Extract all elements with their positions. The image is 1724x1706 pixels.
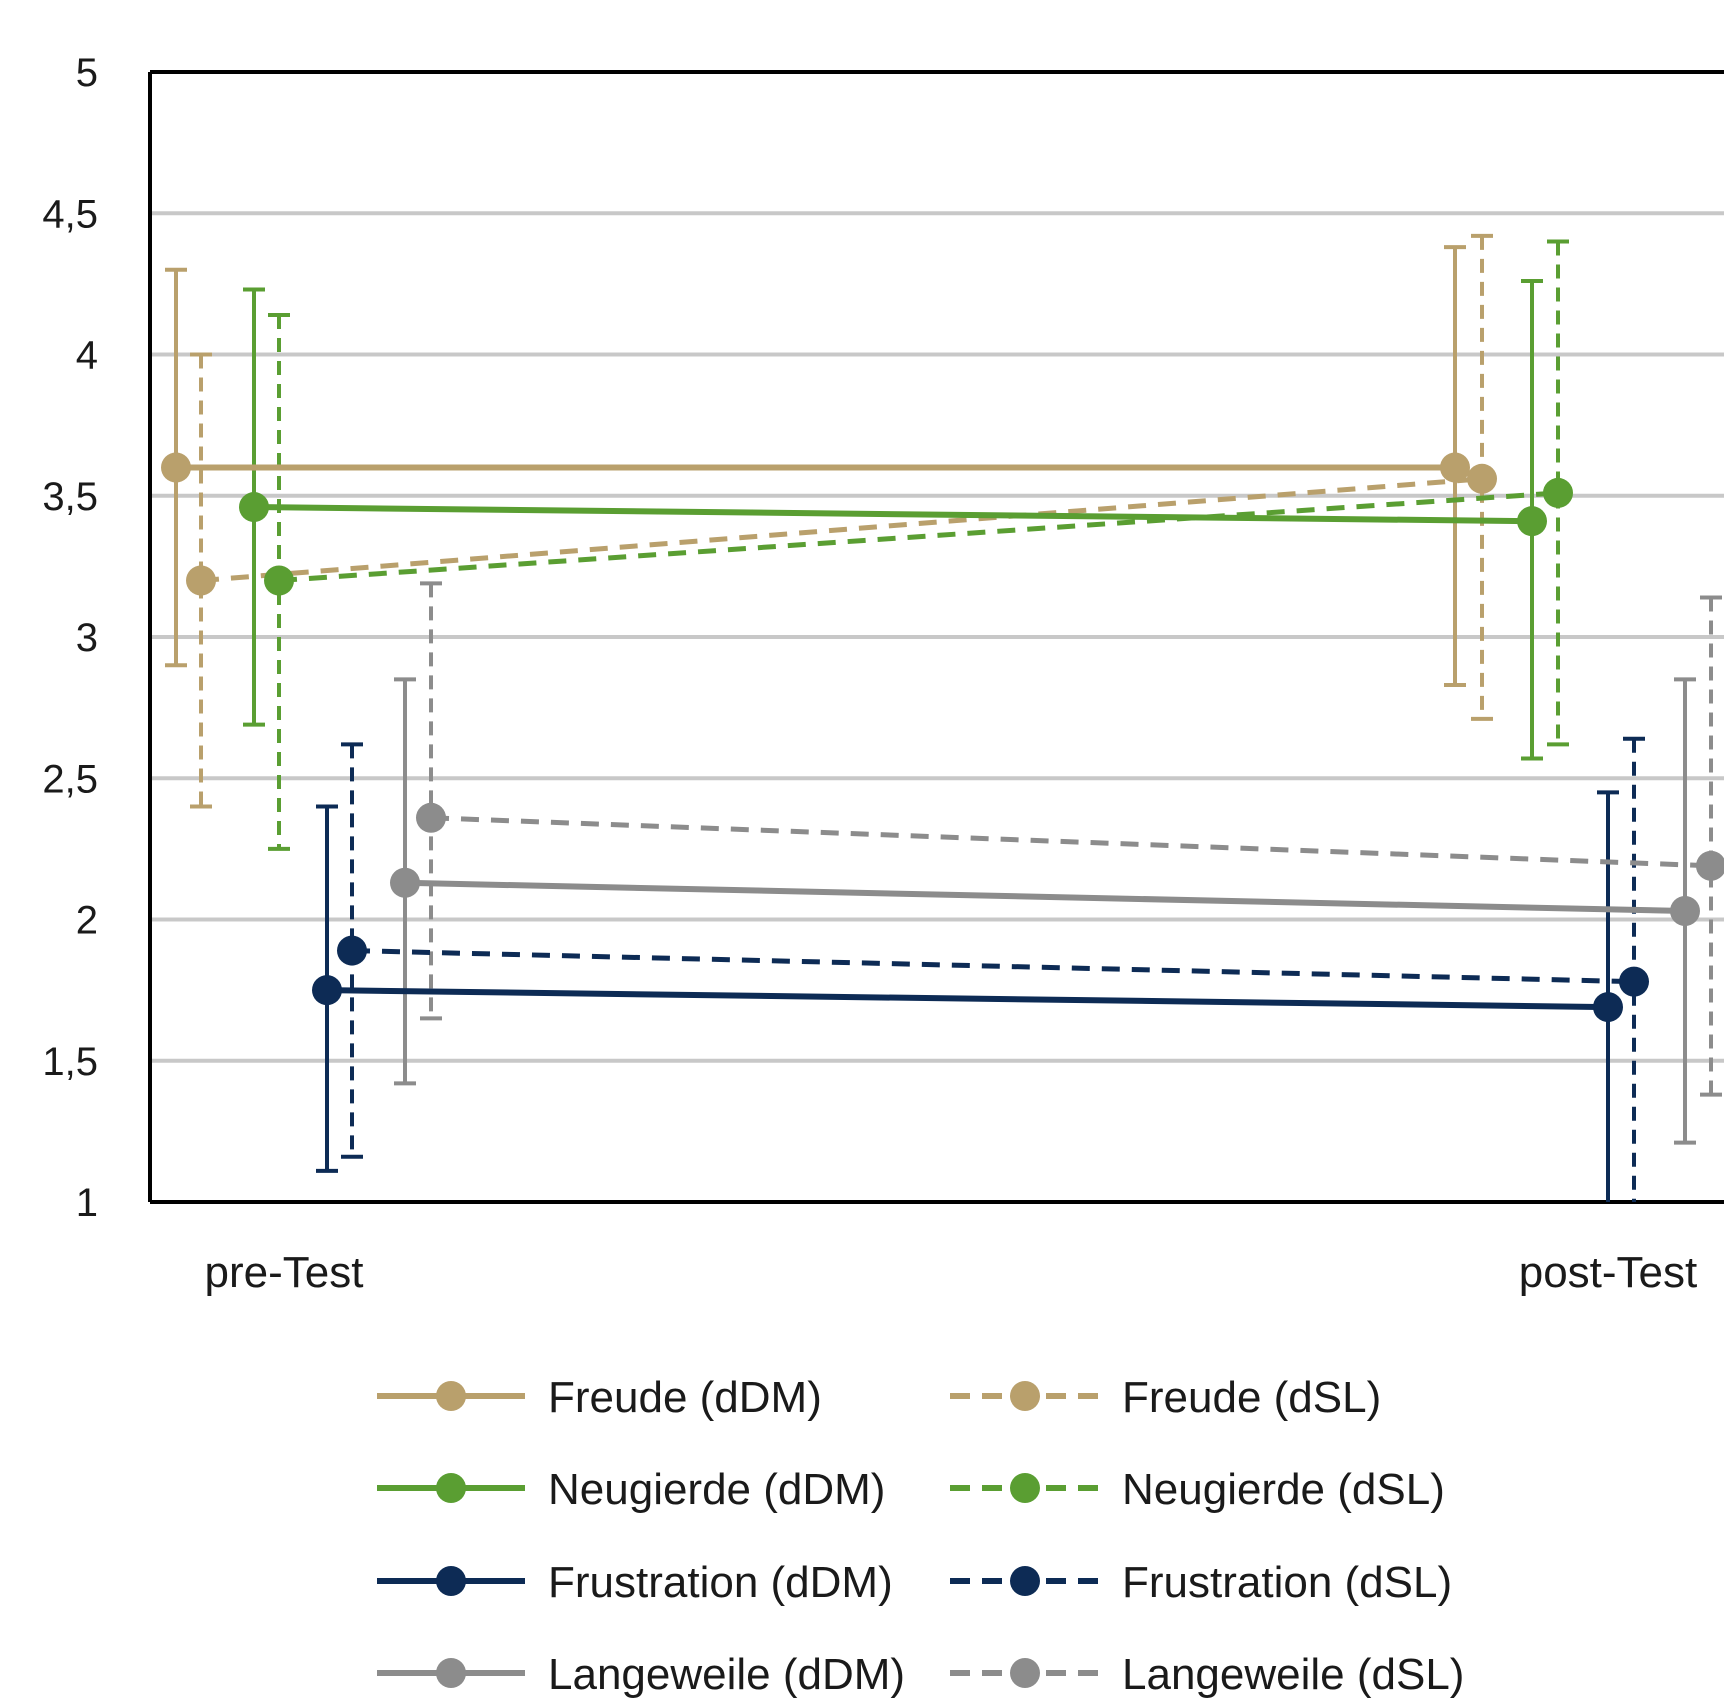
data-point	[390, 867, 420, 898]
gridlines	[150, 211, 1724, 1063]
data-point	[1543, 477, 1573, 508]
legend-label: Neugierde (dSL)	[1122, 1465, 1445, 1514]
y-tick-label: 3,5	[42, 475, 98, 519]
legend-marker	[436, 1658, 466, 1688]
x-category-label: post-Test	[1519, 1248, 1698, 1297]
legend: Freude (dDM) Freude (dSL) Neugierde (dDM) N…	[377, 1373, 1464, 1699]
data-point	[1670, 896, 1700, 927]
series-line	[326, 987, 1609, 1011]
data-point	[264, 565, 294, 596]
data-point	[1440, 452, 1470, 483]
x-category-label: pre-Test	[205, 1248, 364, 1297]
series-line	[404, 879, 1686, 915]
y-tick-label: 2	[76, 899, 98, 943]
legend-marker	[436, 1381, 466, 1411]
legend-marker	[1010, 1381, 1040, 1411]
series-line	[200, 476, 1483, 583]
data-point	[1696, 850, 1724, 881]
series-lines	[176, 464, 1712, 1011]
legend-marker	[1010, 1473, 1040, 1503]
legend-label: Frustration (dDM)	[548, 1558, 893, 1607]
data-point	[186, 565, 216, 596]
axes: 1 1,5 2 2,5 3 3,5 4 4,5 5 pre-Test post-Test	[42, 51, 1724, 1297]
data-point	[161, 452, 191, 483]
data-point	[1517, 506, 1547, 537]
legend-label: Langeweile (dSL)	[1122, 1650, 1464, 1699]
data-point	[337, 935, 367, 966]
y-tick-label: 4,5	[42, 192, 98, 236]
data-point	[1467, 463, 1497, 494]
data-point	[312, 975, 342, 1006]
legend-label: Neugierde (dDM)	[548, 1465, 885, 1514]
data-point	[239, 492, 269, 523]
y-tick-label: 4	[76, 334, 98, 378]
series-line	[430, 815, 1712, 869]
y-tick-label: 1,5	[42, 1040, 98, 1084]
series-points	[161, 452, 1724, 1023]
y-tick-label: 1	[76, 1181, 98, 1225]
legend-label: Freude (dDM)	[548, 1373, 822, 1422]
legend-label: Langeweile (dDM)	[548, 1650, 905, 1699]
y-tick-label: 5	[76, 51, 98, 95]
series-line	[253, 504, 1533, 525]
data-point	[1619, 966, 1649, 997]
series-line	[351, 948, 1635, 985]
data-point	[1593, 992, 1623, 1023]
legend-marker	[436, 1566, 466, 1596]
y-tick-label: 3	[76, 616, 98, 660]
y-tick-label: 2,5	[42, 757, 98, 801]
legend-marker	[1010, 1566, 1040, 1596]
legend-marker	[1010, 1658, 1040, 1688]
series-line	[278, 490, 1559, 583]
legend-label: Frustration (dSL)	[1122, 1558, 1452, 1607]
legend-marker	[436, 1473, 466, 1503]
legend-label: Freude (dSL)	[1122, 1373, 1381, 1422]
data-point	[416, 802, 446, 833]
error-bars	[165, 233, 1722, 1202]
